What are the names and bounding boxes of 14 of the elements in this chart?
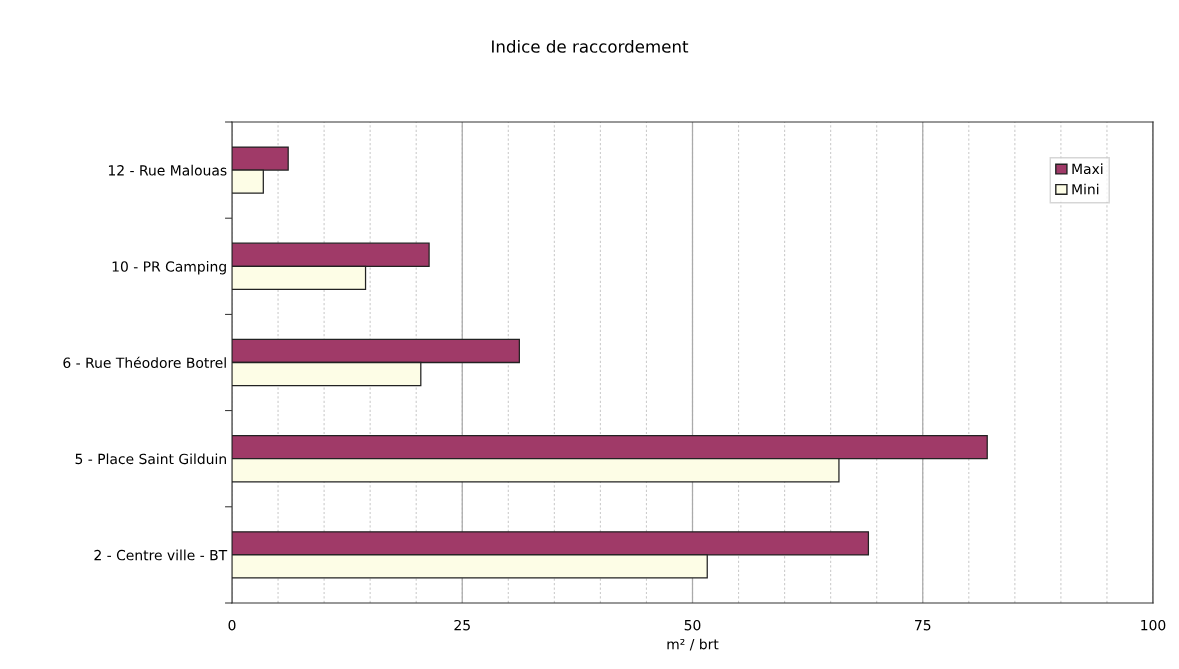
y-tick-label: 2 - Centre ville - BT: [94, 549, 228, 561]
y-tick-label: 12 - Rue Malouas: [108, 164, 227, 176]
legend-label: Maxi: [1072, 163, 1103, 175]
x-axis-title: m² / brt: [667, 638, 719, 651]
x-tick-label: 0: [228, 619, 236, 631]
y-tick-label: 6 - Rue Théodore Botrel: [63, 356, 226, 368]
legend-label: Mini: [1072, 183, 1099, 195]
y-tick-label: 10 - PR Camping: [112, 261, 226, 275]
x-tick-label: 75: [915, 620, 931, 631]
x-tick-label: 100: [1141, 619, 1166, 631]
x-tick-label: 50: [684, 619, 701, 631]
x-tick-label: 25: [454, 619, 470, 631]
chart-title: Indice de raccordement: [492, 39, 689, 53]
y-tick-label: 5 - Place Saint Gilduin: [75, 453, 226, 465]
